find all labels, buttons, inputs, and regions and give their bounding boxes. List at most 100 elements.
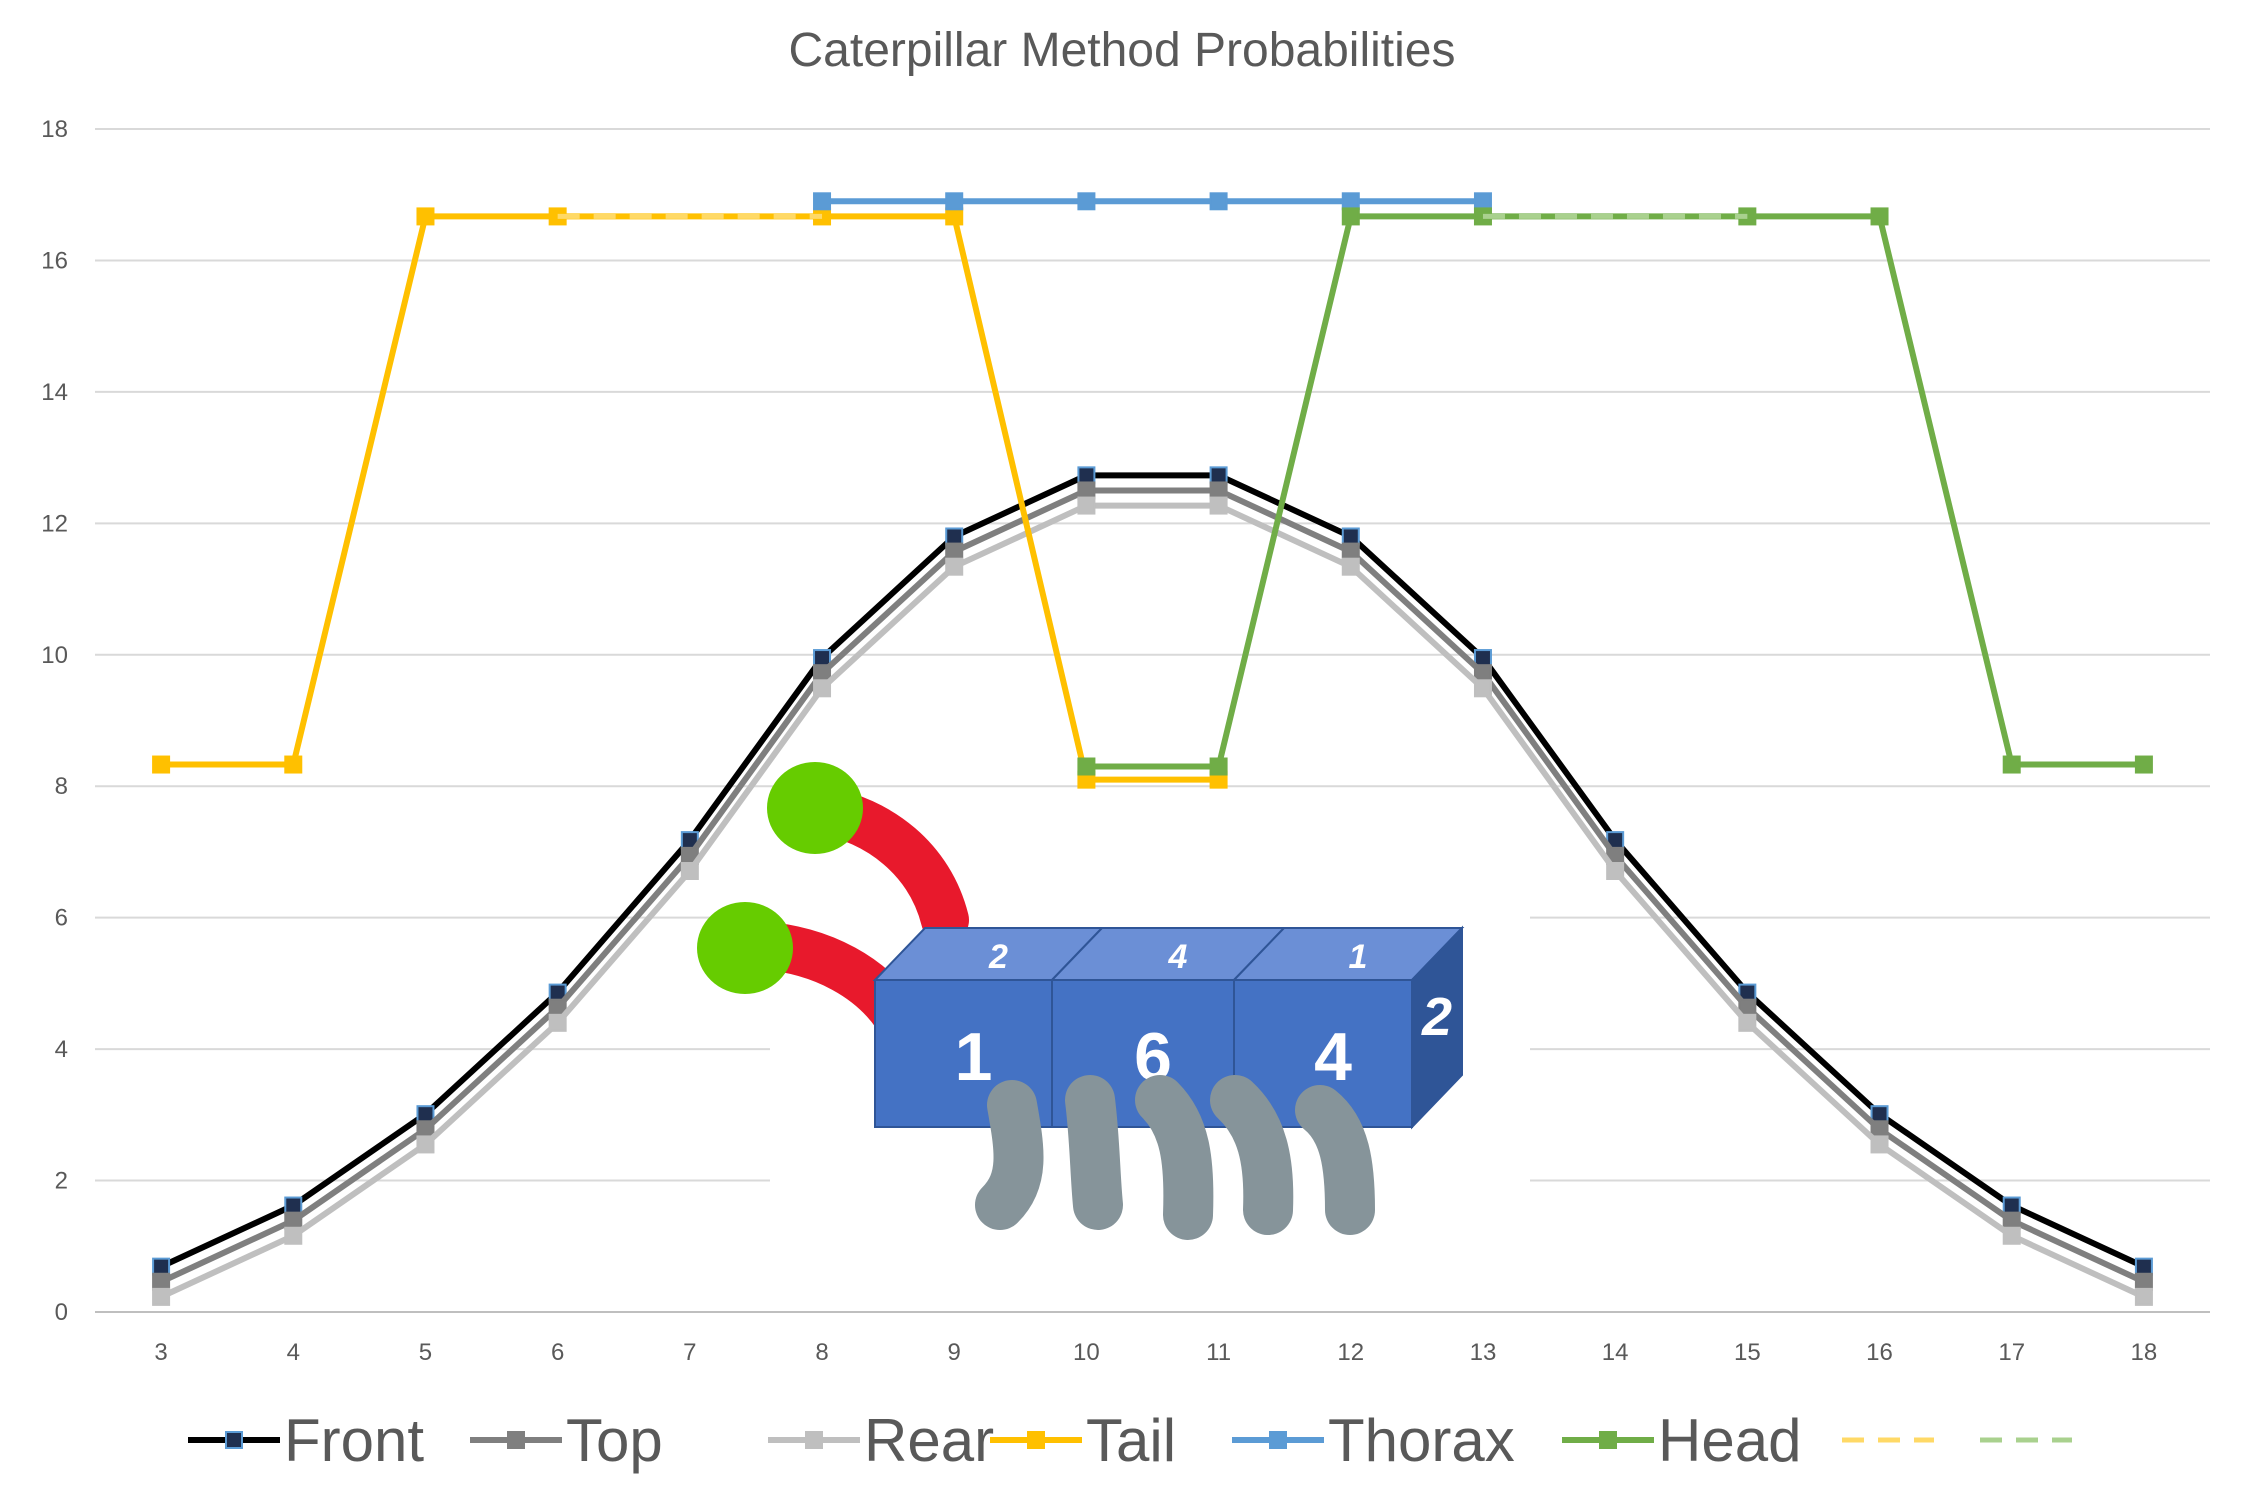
data-point	[1870, 1135, 1889, 1154]
chart-title: Caterpillar Method Probabilities	[789, 24, 1456, 77]
legend-marker	[507, 1431, 525, 1449]
caterpillar-leg	[1065, 1075, 1123, 1230]
data-point	[2002, 1226, 2021, 1245]
legend-label: Thorax	[1328, 1407, 1515, 1474]
series-head	[1077, 207, 2153, 776]
series-line	[159, 487, 2146, 1285]
x-tick-label: 10	[1073, 1339, 1100, 1366]
series-line	[161, 213, 1219, 783]
x-tick-label: 3	[154, 1339, 167, 1366]
caterpillar-leg	[1135, 1075, 1214, 1240]
legend-label: Rear	[864, 1407, 994, 1474]
data-point	[680, 862, 699, 881]
legend-item: Rear	[768, 1407, 994, 1474]
data-point	[813, 664, 832, 683]
data-point	[1870, 207, 1889, 226]
y-tick-label: 0	[55, 1299, 68, 1326]
data-point	[1341, 192, 1360, 211]
data-point	[152, 1272, 171, 1291]
caterpillar-leg	[975, 1080, 1044, 1230]
antenna-tip	[767, 762, 863, 854]
x-tick-label: 11	[1206, 1339, 1231, 1366]
data-point	[284, 1226, 303, 1245]
data-point	[1209, 496, 1228, 515]
y-tick-label: 18	[41, 116, 68, 143]
data-point	[2134, 1257, 2153, 1276]
data-point	[945, 542, 964, 561]
legend-item: Top	[470, 1407, 663, 1474]
x-tick-label: 14	[1602, 1339, 1629, 1366]
data-point	[2134, 1272, 2153, 1291]
data-point	[1738, 1013, 1757, 1032]
x-tick-label: 12	[1337, 1339, 1364, 1366]
data-point	[1209, 466, 1228, 485]
legend-marker	[1269, 1431, 1287, 1449]
data-point	[945, 527, 964, 546]
data-point	[1473, 192, 1492, 211]
series-line	[1086, 213, 2144, 770]
y-axis: 0 2 4 6 8 10 12 14 16 18	[41, 116, 68, 1326]
die-front-number: 1	[955, 1019, 993, 1095]
data-point	[152, 1257, 171, 1276]
y-tick-label: 10	[41, 642, 68, 669]
legend-label: Head	[1658, 1407, 1801, 1474]
y-tick-label: 2	[55, 1168, 68, 1195]
data-point	[1209, 757, 1228, 776]
data-point	[1341, 557, 1360, 576]
die-top-number: 2	[988, 938, 1008, 976]
data-point	[2002, 1211, 2021, 1230]
data-point	[2134, 1287, 2153, 1306]
y-tick-label: 6	[55, 905, 68, 932]
data-point	[1341, 527, 1360, 546]
data-point	[945, 557, 964, 576]
x-tick-label: 8	[815, 1339, 828, 1366]
series-lines	[152, 192, 2153, 1306]
legend-item: Head	[1562, 1407, 1801, 1474]
x-tick-label: 13	[1470, 1339, 1497, 1366]
data-point	[1606, 862, 1625, 881]
series-line	[159, 502, 2146, 1300]
data-point	[1473, 664, 1492, 683]
data-point	[2002, 755, 2021, 774]
caterpillar-leg	[1295, 1085, 1375, 1235]
x-tick-label: 9	[948, 1339, 961, 1366]
data-point	[945, 207, 964, 226]
x-tick-label: 16	[1866, 1339, 1893, 1366]
data-point	[1870, 1105, 1889, 1124]
data-point	[548, 1013, 567, 1032]
data-point	[1077, 192, 1096, 211]
legend-label: Front	[284, 1407, 424, 1474]
x-tick-label: 15	[1734, 1339, 1761, 1366]
data-point	[416, 1135, 435, 1154]
data-point	[416, 1120, 435, 1139]
data-point	[945, 192, 964, 211]
legend-label: Tail	[1086, 1407, 1176, 1474]
series-thorax	[813, 192, 1492, 211]
legend-item: Thorax	[1232, 1407, 1515, 1474]
die-side-number: 2	[1421, 987, 1452, 1047]
data-point	[1209, 481, 1228, 500]
series-rear	[152, 496, 2153, 1306]
die-side-face	[1411, 925, 1463, 1130]
data-point	[1473, 679, 1492, 698]
y-tick-label: 12	[41, 510, 68, 537]
x-tick-label: 6	[551, 1339, 564, 1366]
die-top-number: 4	[1168, 938, 1188, 976]
data-point	[152, 755, 171, 774]
die-top-number: 1	[1349, 938, 1368, 976]
data-point	[1077, 496, 1096, 515]
data-point	[152, 1287, 171, 1306]
x-tick-label: 7	[683, 1339, 696, 1366]
data-point	[2134, 755, 2153, 774]
gridlines	[95, 128, 2210, 1313]
x-axis: 3 4 5 6 7 8 9 10 11 12 13 14 15 16 17 18	[154, 1339, 2157, 1366]
data-point	[284, 1196, 303, 1215]
series-tail	[152, 207, 1228, 789]
data-point	[813, 192, 832, 211]
legend-label: Top	[566, 1407, 663, 1474]
data-point	[1341, 542, 1360, 561]
series-line	[159, 472, 2146, 1270]
y-tick-label: 14	[41, 379, 68, 406]
data-point	[1077, 481, 1096, 500]
x-tick-label: 5	[419, 1339, 432, 1366]
